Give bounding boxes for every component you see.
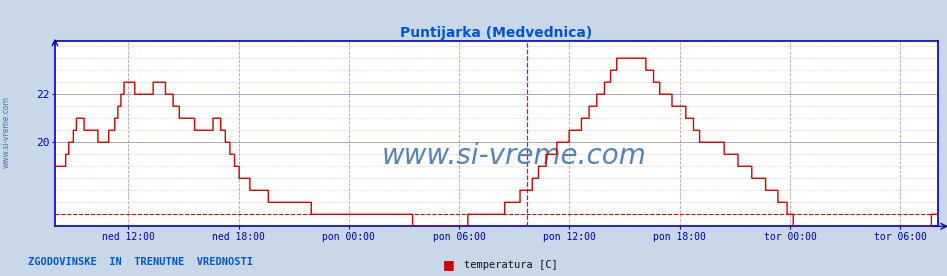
Text: www.si-vreme.com: www.si-vreme.com <box>2 97 11 168</box>
Text: ■: ■ <box>443 258 455 272</box>
Title: Puntijarka (Medvednica): Puntijarka (Medvednica) <box>400 26 593 40</box>
Text: ZGODOVINSKE  IN  TRENUTNE  VREDNOSTI: ZGODOVINSKE IN TRENUTNE VREDNOSTI <box>28 257 254 267</box>
Text: temperatura [C]: temperatura [C] <box>464 260 558 270</box>
Text: www.si-vreme.com: www.si-vreme.com <box>382 142 646 170</box>
